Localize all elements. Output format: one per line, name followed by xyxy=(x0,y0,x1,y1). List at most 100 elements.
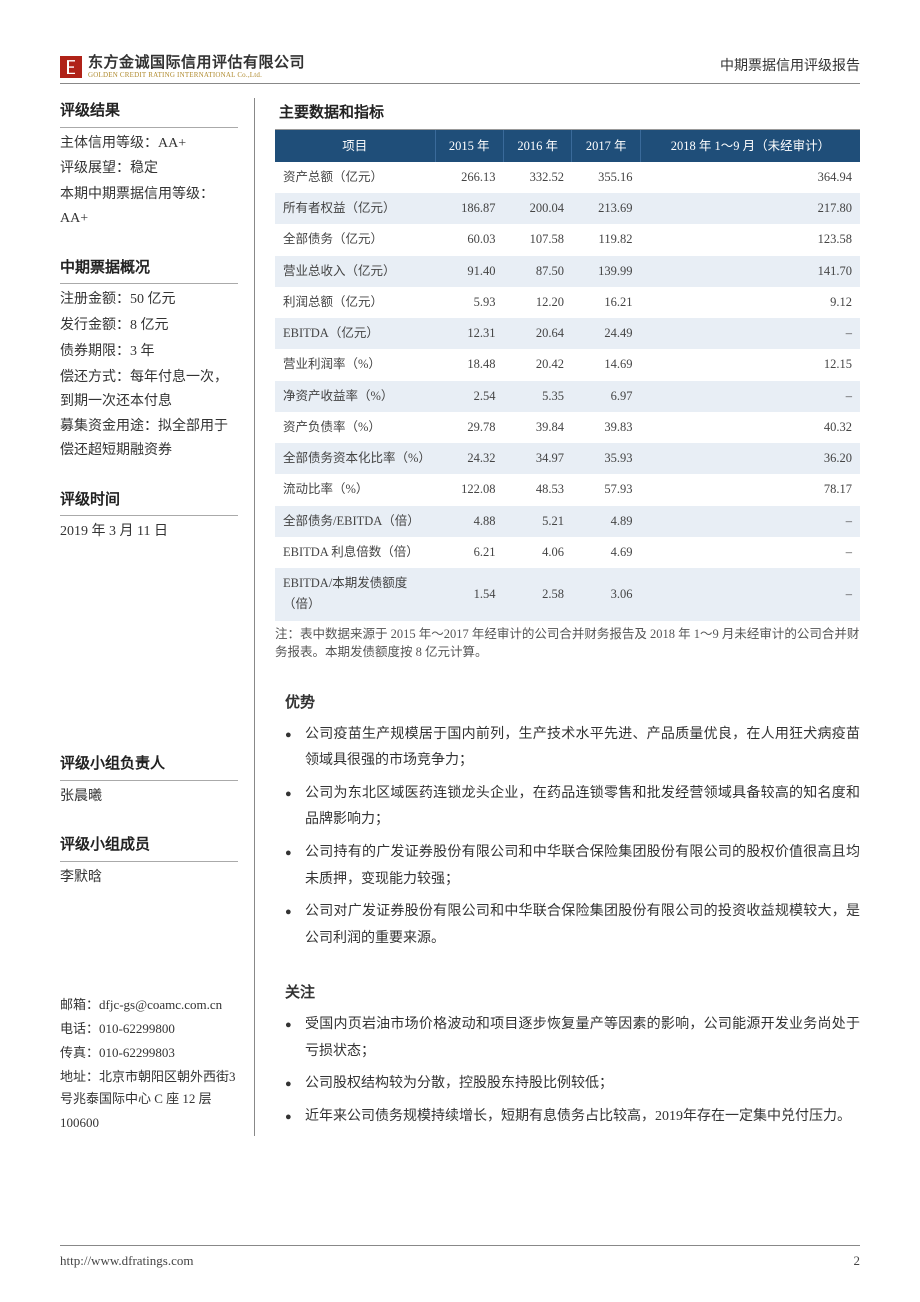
contact-email: 邮箱：dfjc-gs@coamc.com.cn xyxy=(60,994,238,1016)
table-row: 营业总收入（亿元）91.4087.50139.99141.70 xyxy=(275,256,860,287)
note-overview-line: 募集资金用途：拟全部用于偿还超短期融资券 xyxy=(60,415,238,463)
table-cell-value: 12.31 xyxy=(435,318,503,349)
note-overview-line: 偿还方式：每年付息一次，到期一次还本付息 xyxy=(60,366,238,414)
team-member-name: 李默晗 xyxy=(60,866,238,890)
table-cell-value: 12.20 xyxy=(503,287,571,318)
table-cell-label: 全部债务（亿元） xyxy=(275,224,435,255)
table-cell-value: 5.21 xyxy=(503,506,571,537)
contact-fax: 传真：010-62299803 xyxy=(60,1042,238,1064)
rating-date-section: 评级时间 2019 年 3 月 11 日 xyxy=(60,487,238,546)
table-cell-value: 107.58 xyxy=(503,224,571,255)
rating-result-line: 主体信用等级：AA+ xyxy=(60,132,238,156)
table-cell-value: – xyxy=(640,568,860,621)
table-row: 全部债务/EBITDA（倍）4.885.214.89– xyxy=(275,506,860,537)
table-cell-value: 4.69 xyxy=(572,537,640,568)
logo-text-cn: 东方金诚国际信用评估有限公司 xyxy=(88,55,305,72)
main-content: 主要数据和指标 项目2015 年2016 年2017 年2018 年 1～9 月… xyxy=(255,98,860,1136)
page-header: 东方金诚国际信用评估有限公司 GOLDEN CREDIT RATING INTE… xyxy=(60,55,860,84)
table-cell-label: EBITDA 利息倍数（倍） xyxy=(275,537,435,568)
concern-item: 近年来公司债务规模持续增长，短期有息债务占比较高，2019年存在一定集中兑付压力… xyxy=(285,1104,860,1131)
contact-postcode: 100600 xyxy=(60,1112,238,1134)
concerns-heading: 关注 xyxy=(285,980,860,1006)
table-cell-value: 16.21 xyxy=(572,287,640,318)
document-type: 中期票据信用评级报告 xyxy=(720,55,860,79)
team-lead-title: 评级小组负责人 xyxy=(60,751,238,781)
strength-item: 公司为东北区域医药连锁龙头企业，在药品连锁零售和批发经营领域具备较高的知名度和品… xyxy=(285,781,860,834)
table-cell-label: EBITDA/本期发债额度（倍） xyxy=(275,568,435,621)
sidebar: 评级结果 主体信用等级：AA+评级展望：稳定本期中期票据信用等级：AA+ 中期票… xyxy=(60,98,255,1136)
table-cell-value: 122.08 xyxy=(435,474,503,505)
table-cell-value: 24.32 xyxy=(435,443,503,474)
table-cell-value: 139.99 xyxy=(572,256,640,287)
page-footer: http://www.dfratings.com 2 xyxy=(60,1245,860,1272)
table-cell-label: EBITDA（亿元） xyxy=(275,318,435,349)
table-cell-value: 355.16 xyxy=(572,162,640,193)
strength-item: 公司对广发证券股份有限公司和中华联合保险集团股份有限公司的投资收益规模较大，是公… xyxy=(285,899,860,952)
table-cell-value: 217.80 xyxy=(640,193,860,224)
table-row: 全部债务（亿元）60.03107.58119.82123.58 xyxy=(275,224,860,255)
table-cell-value: 119.82 xyxy=(572,224,640,255)
contact-tel: 电话：010-62299800 xyxy=(60,1018,238,1040)
table-cell-value: 91.40 xyxy=(435,256,503,287)
table-cell-label: 营业总收入（亿元） xyxy=(275,256,435,287)
table-cell-label: 所有者权益（亿元） xyxy=(275,193,435,224)
table-cell-label: 净资产收益率（%） xyxy=(275,381,435,412)
table-cell-label: 资产总额（亿元） xyxy=(275,162,435,193)
table-cell-value: 3.06 xyxy=(572,568,640,621)
logo-text-en: GOLDEN CREDIT RATING INTERNATIONAL Co.,L… xyxy=(88,72,305,80)
table-cell-value: 60.03 xyxy=(435,224,503,255)
table-header-cell: 2015 年 xyxy=(435,130,503,162)
table-cell-value: 266.13 xyxy=(435,162,503,193)
table-cell-value: 186.87 xyxy=(435,193,503,224)
table-footnote: 注：表中数据来源于 2015 年～2017 年经审计的公司合并财务报告及 201… xyxy=(275,625,860,663)
table-cell-value: 6.97 xyxy=(572,381,640,412)
table-cell-label: 全部债务/EBITDA（倍） xyxy=(275,506,435,537)
team-lead-section: 评级小组负责人 张晨曦 xyxy=(60,751,238,810)
table-cell-value: – xyxy=(640,318,860,349)
key-data-table: 项目2015 年2016 年2017 年2018 年 1～9 月（未经审计） 资… xyxy=(275,130,860,621)
company-logo: 东方金诚国际信用评估有限公司 GOLDEN CREDIT RATING INTE… xyxy=(60,55,305,79)
table-cell-value: 20.64 xyxy=(503,318,571,349)
strengths-heading: 优势 xyxy=(285,690,860,716)
table-row: 资产负债率（%）29.7839.8439.8340.32 xyxy=(275,412,860,443)
table-cell-value: – xyxy=(640,537,860,568)
table-cell-value: 14.69 xyxy=(572,349,640,380)
footer-url: http://www.dfratings.com xyxy=(60,1250,193,1272)
strength-item: 公司持有的广发证券股份有限公司和中华联合保险集团股份有限公司的股权价值很高且均未… xyxy=(285,840,860,893)
table-cell-value: 200.04 xyxy=(503,193,571,224)
table-cell-value: 34.97 xyxy=(503,443,571,474)
note-overview-title: 中期票据概况 xyxy=(60,255,238,285)
team-members-section: 评级小组成员 李默晗 xyxy=(60,832,238,891)
table-row: EBITDA/本期发债额度（倍）1.542.583.06– xyxy=(275,568,860,621)
table-row: 营业利润率（%）18.4820.4214.6912.15 xyxy=(275,349,860,380)
table-header-cell: 2016 年 xyxy=(503,130,571,162)
table-cell-value: 4.88 xyxy=(435,506,503,537)
table-row: 流动比率（%）122.0848.5357.9378.17 xyxy=(275,474,860,505)
team-members-title: 评级小组成员 xyxy=(60,832,238,862)
note-overview-section: 中期票据概况 注册金额：50 亿元发行金额：8 亿元债券期限：3 年偿还方式：每… xyxy=(60,255,238,465)
rating-date-value: 2019 年 3 月 11 日 xyxy=(60,520,238,544)
table-cell-value: 332.52 xyxy=(503,162,571,193)
table-cell-value: 57.93 xyxy=(572,474,640,505)
note-overview-line: 发行金额：8 亿元 xyxy=(60,314,238,338)
table-cell-value: 12.15 xyxy=(640,349,860,380)
table-cell-value: 18.48 xyxy=(435,349,503,380)
table-cell-value: 36.20 xyxy=(640,443,860,474)
rating-result-section: 评级结果 主体信用等级：AA+评级展望：稳定本期中期票据信用等级：AA+ xyxy=(60,98,238,233)
table-header-cell: 2017 年 xyxy=(572,130,640,162)
table-header-row: 项目2015 年2016 年2017 年2018 年 1～9 月（未经审计） xyxy=(275,130,860,162)
table-header-cell: 2018 年 1～9 月（未经审计） xyxy=(640,130,860,162)
table-cell-label: 利润总额（亿元） xyxy=(275,287,435,318)
table-cell-value: 2.54 xyxy=(435,381,503,412)
table-cell-value: 364.94 xyxy=(640,162,860,193)
table-cell-value: 78.17 xyxy=(640,474,860,505)
table-cell-value: 40.32 xyxy=(640,412,860,443)
strength-item: 公司疫苗生产规模居于国内前列，生产技术水平先进、产品质量优良，在人用狂犬病疫苗领… xyxy=(285,722,860,775)
contact-addr: 地址：北京市朝阳区朝外西街3 号兆泰国际中心 C 座 12 层 xyxy=(60,1066,238,1110)
table-cell-value: 4.89 xyxy=(572,506,640,537)
table-cell-value: 1.54 xyxy=(435,568,503,621)
key-data-title: 主要数据和指标 xyxy=(275,98,860,130)
table-cell-value: 5.93 xyxy=(435,287,503,318)
table-cell-value: 5.35 xyxy=(503,381,571,412)
strengths-list: 公司疫苗生产规模居于国内前列，生产技术水平先进、产品质量优良，在人用狂犬病疫苗领… xyxy=(275,722,860,953)
